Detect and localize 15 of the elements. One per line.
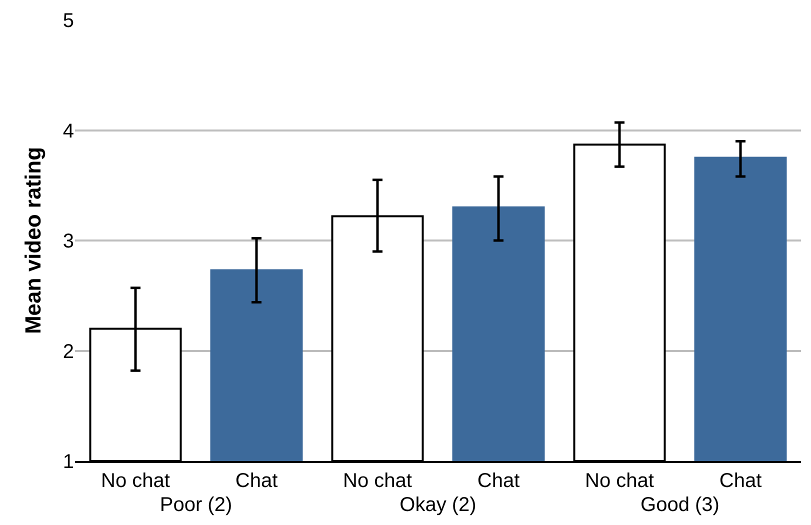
text: Chat <box>477 470 520 492</box>
text: Chat <box>719 470 762 492</box>
y-tick-label: 5 <box>62 10 74 32</box>
x-tick-label: Poor (2) <box>160 494 232 516</box>
x-tick-label: Good (3) <box>640 494 720 516</box>
y-tick-label: 3 <box>62 230 74 252</box>
text: No chat <box>585 470 654 492</box>
y-tick-label: 2 <box>62 340 74 363</box>
series-label: Chat <box>235 470 278 492</box>
y-tick-label: 4 <box>62 120 74 142</box>
series-label: No chat <box>101 470 170 492</box>
y-tick-label: 1 <box>62 451 74 473</box>
y-axis-title: Mean video rating <box>20 146 46 334</box>
x-tick-label: Okay (2) <box>400 494 476 516</box>
text: No chat <box>343 470 412 492</box>
